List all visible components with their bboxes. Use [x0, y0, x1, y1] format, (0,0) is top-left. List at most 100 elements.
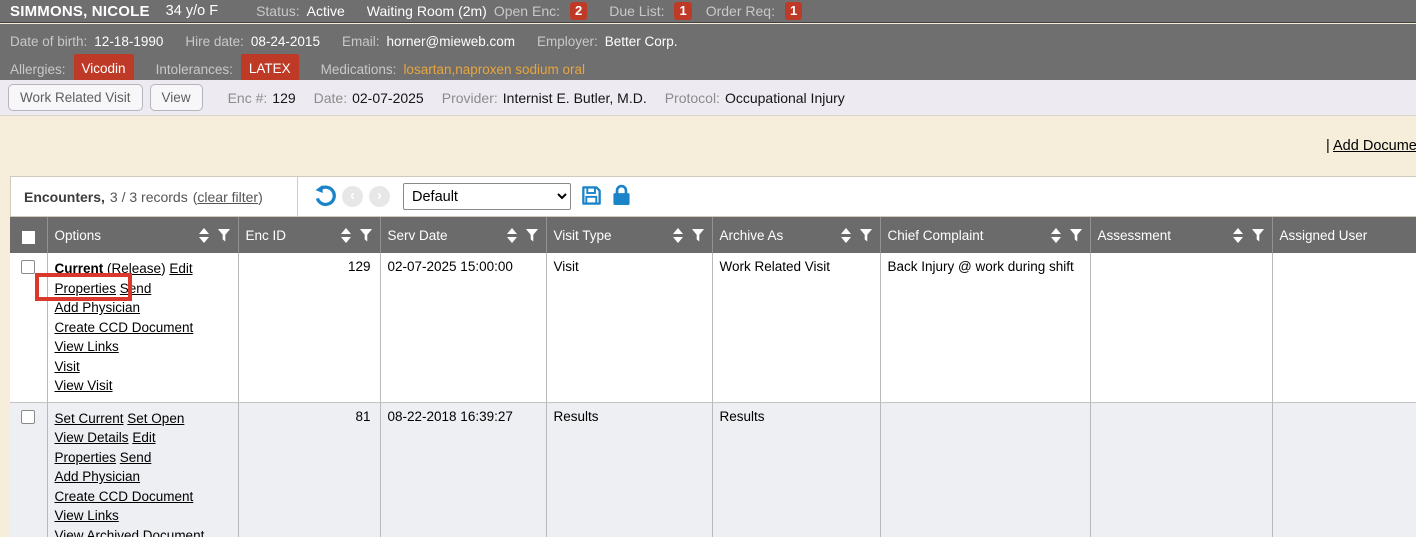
filter-funnel-icon[interactable]	[1069, 228, 1083, 242]
view-archived-document-link[interactable]: View Archived Document	[54, 527, 205, 537]
column-label: Archive As	[719, 227, 784, 243]
column-header-assigned-user[interactable]: Assigned User	[1272, 217, 1416, 253]
medication-link-2[interactable]: naproxen sodium oral	[455, 61, 586, 77]
column-header-serv-date[interactable]: Serv Date	[380, 217, 547, 253]
properties-link[interactable]: Properties	[54, 449, 117, 465]
row-select-checkbox[interactable]	[21, 409, 36, 424]
sort-icon[interactable]	[198, 227, 209, 243]
column-header-chief-complaint[interactable]: Chief Complaint	[880, 217, 1091, 253]
column-label: Chief Complaint	[887, 227, 984, 243]
add-physician-link[interactable]: Add Physician	[54, 300, 141, 315]
sort-icon[interactable]	[340, 227, 351, 243]
table-row-encounter-81: Set Current Set Open View Details Edit P…	[10, 402, 1416, 537]
column-header-assessment[interactable]: Assessment	[1090, 217, 1273, 253]
records-count: 3 / 3 records	[109, 188, 188, 205]
visit-type-cell: Results	[546, 402, 713, 537]
chevron-right-icon[interactable]: ›	[369, 186, 390, 207]
visit-type-cell: Visit	[546, 253, 713, 403]
filter-funnel-icon[interactable]	[691, 228, 705, 242]
column-header-visit-type[interactable]: Visit Type	[546, 217, 713, 253]
clear-filter-link[interactable]: clear filter	[197, 188, 259, 205]
properties-link[interactable]: Properties	[54, 280, 117, 296]
select-all-checkbox[interactable]	[21, 230, 35, 244]
send-link[interactable]: Send	[119, 280, 152, 296]
view-links-link[interactable]: View Links	[54, 508, 119, 523]
column-label: Enc ID	[245, 227, 287, 243]
column-header-enc-id[interactable]: Enc ID	[238, 217, 381, 253]
serv-date-cell: 02-07-2025 15:00:00	[380, 253, 547, 403]
status-value: Active	[306, 3, 345, 19]
employer-value: Better Corp.	[604, 34, 678, 49]
email-value: horner@mieweb.com	[386, 34, 515, 49]
visit-link[interactable]: Visit	[54, 358, 80, 374]
filter-funnel-icon[interactable]	[859, 228, 873, 242]
release-open-paren: (	[107, 261, 112, 276]
send-link[interactable]: Send	[119, 449, 152, 465]
filter-funnel-icon[interactable]	[1251, 228, 1265, 242]
open-enc-label: Open Enc:	[493, 3, 560, 19]
filter-funnel-icon[interactable]	[525, 228, 539, 242]
filter-funnel-icon[interactable]	[217, 228, 231, 242]
view-filter-select[interactable]: Default	[403, 183, 571, 210]
pipe-separator: |	[1326, 138, 1330, 154]
release-link[interactable]: Release	[111, 261, 162, 276]
create-ccd-document-link[interactable]: Create CCD Document	[54, 319, 194, 335]
work-related-visit-button[interactable]: Work Related Visit	[8, 84, 143, 111]
set-open-link[interactable]: Set Open	[127, 410, 185, 426]
edit-link[interactable]: Edit	[169, 261, 193, 276]
intolerance-badge[interactable]: LATEX	[240, 54, 299, 84]
column-header-archive-as[interactable]: Archive As	[712, 217, 881, 253]
edit-link[interactable]: Edit	[132, 430, 156, 445]
row-select-checkbox[interactable]	[21, 260, 36, 274]
refresh-button[interactable]	[313, 184, 336, 210]
open-enc-count-badge[interactable]: 2	[570, 2, 588, 20]
archive-as-cell: Results	[712, 402, 881, 537]
set-current-link[interactable]: Set Current	[54, 410, 124, 426]
encounter-bar: Work Related Visit View Enc #: 129 Date:…	[0, 80, 1416, 116]
options-cell: Set Current Set Open View Details Edit P…	[47, 402, 239, 537]
sort-icon[interactable]	[506, 227, 517, 243]
assigned-user-cell	[1272, 253, 1416, 403]
assigned-user-cell	[1272, 402, 1416, 537]
allergy-badge[interactable]: Vicodin	[73, 54, 134, 84]
due-list-label: Due List:	[609, 3, 665, 19]
add-document-link[interactable]: Add Document	[1333, 138, 1416, 154]
column-header-options[interactable]: Options	[47, 217, 239, 253]
enc-number-value: 129	[272, 89, 296, 106]
enc-id-cell: 81	[238, 402, 381, 537]
save-view-button[interactable]	[580, 184, 603, 210]
sort-icon[interactable]	[1050, 227, 1061, 243]
sort-icon[interactable]	[840, 227, 851, 243]
create-ccd-document-link[interactable]: Create CCD Document	[54, 488, 194, 504]
view-visit-link[interactable]: View Visit	[54, 378, 113, 393]
hire-date-label: Hire date:	[185, 34, 244, 49]
view-links-link[interactable]: View Links	[54, 339, 119, 354]
email-label: Email:	[341, 34, 380, 49]
demographics-line-2: Allergies: Vicodin Intolerances: LATEX M…	[10, 54, 1416, 84]
view-button[interactable]: View	[149, 84, 203, 111]
patient-banner: SIMMONS, NICOLE 34 y/o F Status: Active …	[0, 0, 1416, 23]
add-physician-link[interactable]: Add Physician	[54, 469, 141, 484]
column-label: Assessment	[1097, 227, 1172, 243]
provider-label: Provider:	[441, 89, 498, 106]
view-details-link[interactable]: View Details	[54, 430, 129, 445]
clear-filter-close-paren: )	[258, 188, 263, 205]
sort-icon[interactable]	[1232, 227, 1243, 243]
waiting-room-link[interactable]: Waiting Room (2m)	[366, 3, 487, 19]
column-label: Serv Date	[387, 227, 448, 243]
order-req-count-badge[interactable]: 1	[784, 2, 803, 20]
dob-label: Date of birth:	[10, 34, 88, 49]
current-link[interactable]: Current	[54, 261, 104, 276]
sort-icon[interactable]	[672, 227, 683, 243]
row-checkbox-cell	[10, 402, 48, 537]
dob-value: 12-18-1990	[94, 34, 164, 49]
filter-funnel-icon[interactable]	[359, 228, 373, 242]
lock-view-button[interactable]	[612, 184, 631, 209]
hire-date-value: 08-24-2015	[250, 34, 320, 49]
provider-value: Internist E. Butler, M.D.	[502, 89, 647, 106]
medication-link-1[interactable]: losartan	[403, 61, 452, 77]
due-list-count-badge[interactable]: 1	[674, 2, 692, 20]
chevron-left-icon[interactable]: ‹	[342, 186, 363, 207]
row-checkbox-cell	[10, 253, 48, 403]
release-close-paren: )	[161, 261, 166, 276]
